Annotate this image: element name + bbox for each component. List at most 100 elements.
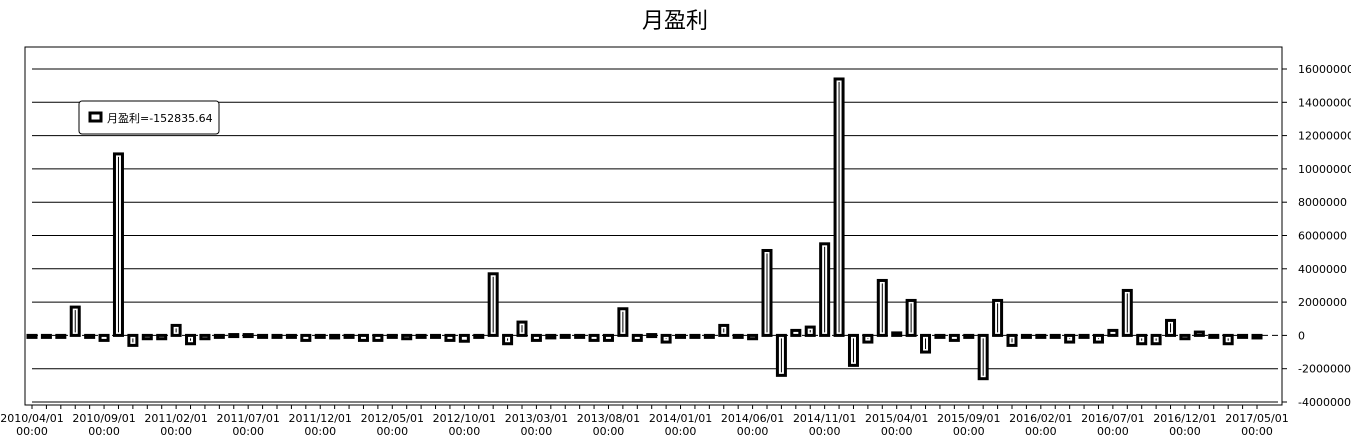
bar: [516, 320, 528, 337]
bar-body: [415, 333, 427, 339]
bar-body: [314, 333, 326, 339]
bar: [1121, 288, 1133, 337]
bar-body: [790, 328, 802, 337]
bar: [631, 333, 643, 342]
bar: [329, 333, 341, 340]
y-tick-label: -4000000: [1298, 396, 1351, 409]
x-tick-label: 2014/11/01 00:00: [793, 412, 856, 438]
bar: [804, 325, 816, 337]
bar: [1179, 333, 1191, 341]
y-tick-label: 16000000: [1298, 63, 1351, 76]
bar: [357, 333, 369, 342]
legend-swatch: [88, 111, 103, 123]
bar: [1222, 333, 1234, 346]
bar-body: [257, 333, 269, 339]
bar-body: [228, 333, 240, 339]
bar-body: [300, 333, 312, 342]
bar: [502, 333, 514, 346]
bar: [790, 328, 802, 337]
bar: [300, 333, 312, 342]
bar-body: [689, 333, 701, 339]
bar-body: [646, 333, 658, 339]
bar: [271, 333, 283, 339]
bar-body: [271, 333, 283, 339]
bar-body: [588, 333, 600, 342]
bar: [847, 333, 859, 367]
bar-body: [1208, 333, 1220, 339]
bar: [718, 323, 730, 337]
bar: [732, 333, 744, 339]
bar-body: [1251, 333, 1263, 340]
bar: [689, 333, 701, 339]
bar: [703, 333, 715, 339]
bar-body: [55, 333, 67, 339]
legend-label: 月盈利=-152835.64: [107, 112, 213, 125]
bar-body: [703, 333, 715, 339]
bar: [228, 333, 240, 339]
bar: [156, 333, 168, 341]
bar-body: [559, 333, 571, 339]
x-tick-label: 2013/03/01 00:00: [505, 412, 568, 438]
bar: [285, 333, 297, 339]
bar: [948, 333, 960, 342]
bar: [1092, 333, 1104, 344]
bar-body: [386, 333, 398, 339]
bar-body: [1078, 333, 1090, 339]
bar: [314, 333, 326, 339]
bar: [660, 333, 672, 344]
x-tick-label: 2010/04/01 00:00: [0, 412, 63, 438]
bar: [1237, 333, 1249, 339]
bar-body: [98, 333, 110, 342]
x-tick-label: 2011/12/01 00:00: [289, 412, 352, 438]
bar: [401, 333, 413, 341]
bar: [127, 333, 139, 347]
bar-body: [747, 333, 759, 341]
bar: [386, 333, 398, 339]
bar: [141, 333, 153, 341]
bar: [920, 333, 932, 354]
x-tick-label: 2012/05/01 00:00: [361, 412, 424, 438]
bar: [891, 331, 903, 337]
bar-body: [430, 333, 442, 339]
bar: [819, 242, 831, 337]
y-tick-label: 10000000: [1298, 163, 1351, 176]
bar: [69, 305, 81, 337]
bar: [213, 333, 225, 339]
bar-body: [401, 333, 413, 341]
y-tick-label: 4000000: [1298, 263, 1347, 276]
bar-body: [343, 333, 355, 339]
bar: [199, 333, 211, 341]
x-tick-label: 2010/09/01 00:00: [72, 412, 135, 438]
bar-body: [1020, 333, 1032, 339]
bar: [242, 333, 254, 339]
x-tick-label: 2016/02/01 00:00: [1009, 412, 1072, 438]
bar: [112, 152, 124, 337]
y-tick-label: 6000000: [1298, 230, 1347, 243]
bar: [26, 333, 38, 339]
bar-body: [84, 333, 96, 339]
chart-title: 月盈利: [642, 9, 708, 34]
bar: [775, 333, 787, 377]
bar: [444, 333, 456, 342]
bar-body: [444, 333, 456, 342]
bar: [977, 333, 989, 381]
y-tick-label: 0: [1298, 329, 1305, 342]
bar-body: [372, 333, 384, 342]
bar: [430, 333, 442, 339]
bar: [1064, 333, 1076, 344]
plot-frame: [24, 46, 1283, 406]
bar-body: [213, 333, 225, 339]
bar-body: [574, 333, 586, 339]
x-tick-label: 2014/06/01 00:00: [721, 412, 784, 438]
bar: [1006, 333, 1018, 347]
bar: [458, 333, 470, 343]
bar: [646, 333, 658, 339]
bar: [55, 333, 67, 339]
y-tick-label: 14000000: [1298, 96, 1351, 109]
bar-body: [329, 333, 341, 340]
bar: [588, 333, 600, 342]
bar-body: [1193, 330, 1205, 337]
bar: [862, 333, 874, 344]
bar-body: [1237, 333, 1249, 339]
